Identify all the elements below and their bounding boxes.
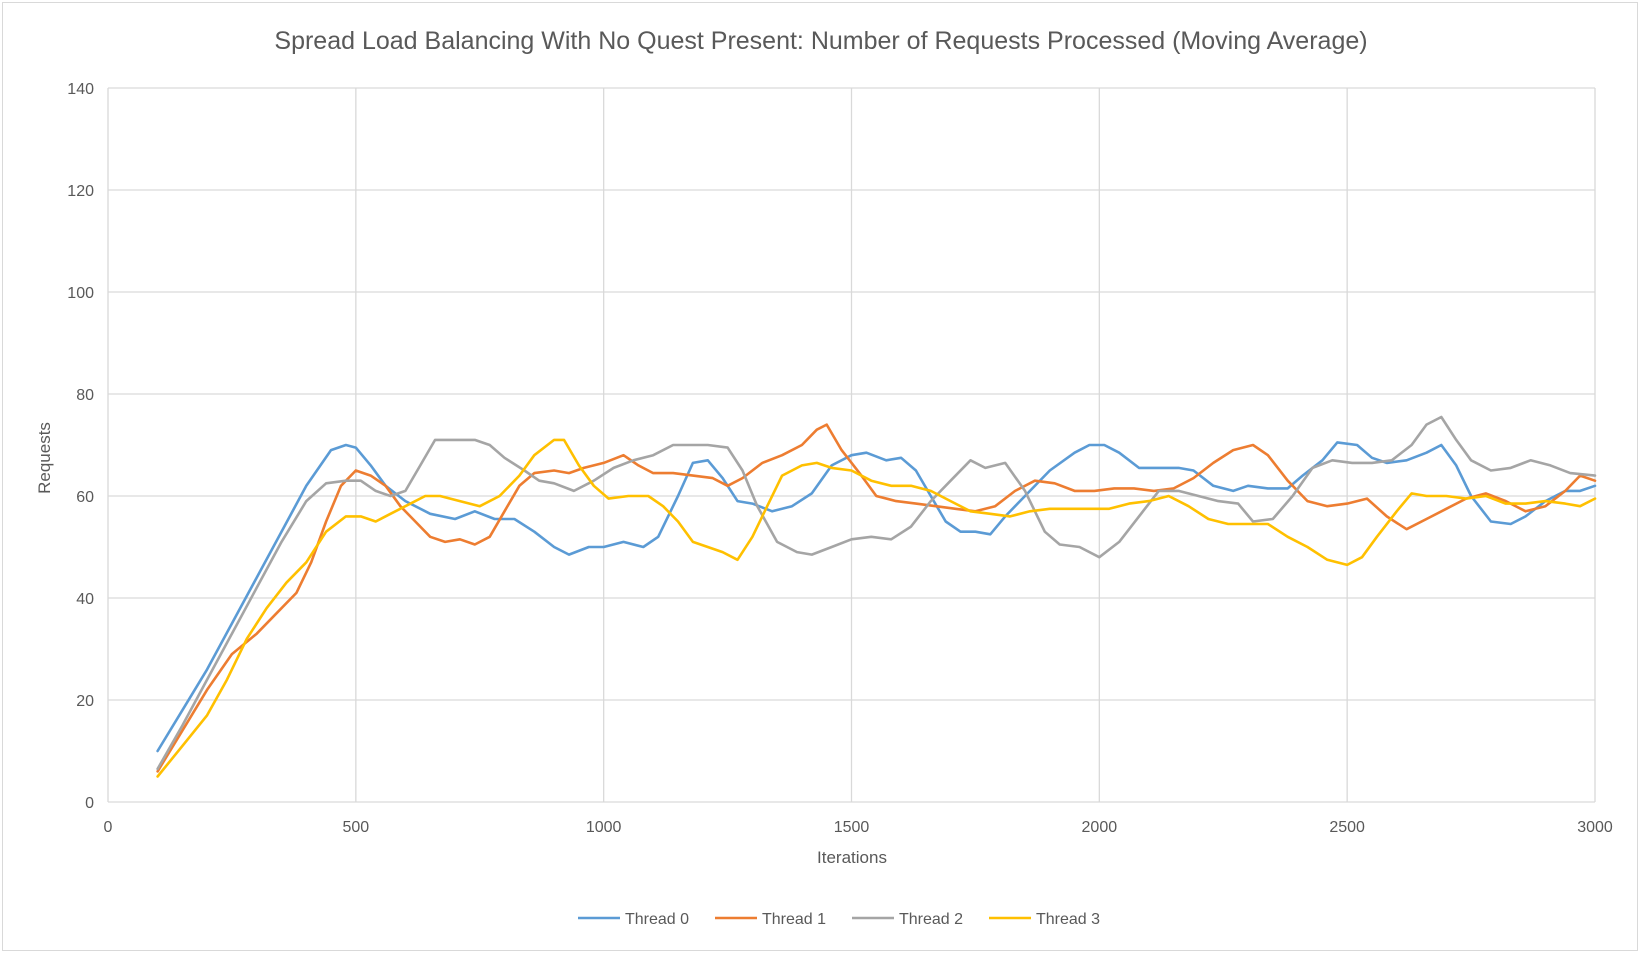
legend-label: Thread 0 xyxy=(625,911,689,928)
series-line-thread-3 xyxy=(156,438,1597,778)
y-tick-label: 120 xyxy=(67,183,94,200)
chart-title: Spread Load Balancing With No Quest Pres… xyxy=(274,27,1367,55)
x-tick-label: 1500 xyxy=(834,819,870,836)
x-tick-label: 1000 xyxy=(586,819,622,836)
y-tick-label: 140 xyxy=(67,81,94,98)
y-tick-label: 0 xyxy=(85,795,94,812)
legend-label: Thread 1 xyxy=(762,911,826,928)
x-tick-label: 500 xyxy=(342,819,369,836)
x-tick-label: 0 xyxy=(104,819,113,836)
x-tick-label: 3000 xyxy=(1577,819,1613,836)
x-tick-label: 2000 xyxy=(1082,819,1118,836)
legend-label: Thread 2 xyxy=(899,911,963,928)
y-tick-label: 40 xyxy=(76,591,94,608)
y-axis-ticks: 0 20 40 60 80 100 120 140 xyxy=(67,81,94,812)
legend: Thread 0 Thread 1 Thread 2 Thread 3 xyxy=(578,911,1100,928)
series-line-thread-2 xyxy=(156,415,1597,771)
series-line-thread-0 xyxy=(156,441,1597,753)
x-axis-ticks: 0 500 1000 1500 2000 2500 3000 xyxy=(104,819,1613,836)
legend-label: Thread 3 xyxy=(1036,911,1100,928)
y-tick-label: 60 xyxy=(76,489,94,506)
series-lines xyxy=(156,415,1597,778)
y-axis-title: Requests xyxy=(35,422,54,494)
gridlines xyxy=(107,87,1596,803)
y-tick-label: 80 xyxy=(76,387,94,404)
x-axis-title: Iterations xyxy=(817,848,887,867)
y-tick-label: 20 xyxy=(76,693,94,710)
x-tick-label: 2500 xyxy=(1329,819,1365,836)
y-tick-label: 100 xyxy=(67,285,94,302)
